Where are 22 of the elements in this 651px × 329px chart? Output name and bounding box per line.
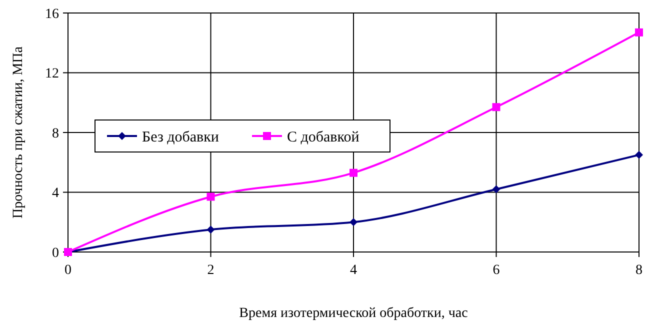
legend-label: С добавкой	[287, 129, 360, 146]
point	[492, 103, 500, 112]
legend-label: Без добавки	[142, 129, 219, 146]
point	[206, 226, 215, 234]
y-tick-label: 0	[52, 246, 59, 261]
x-tick-label: 4	[350, 263, 357, 278]
y-axis-title: Прочность при сжатии, МПа	[11, 46, 26, 218]
x-tick-label: 8	[636, 263, 642, 278]
y-tick-label: 4	[52, 186, 59, 202]
x-tick-label: 6	[492, 263, 500, 278]
x-tick-label: 0	[64, 263, 72, 278]
y-tick-label: 16	[45, 6, 59, 22]
x-tick-label: 2	[207, 263, 214, 278]
point	[350, 168, 358, 177]
y-tick-label: 8	[52, 126, 59, 142]
point	[350, 218, 358, 226]
point	[635, 28, 643, 36]
x-axis-title: Время изотермической обработки, час	[239, 306, 468, 321]
point	[492, 185, 500, 194]
point	[206, 192, 215, 201]
y-tick-label: 12	[45, 66, 59, 82]
point	[635, 150, 643, 159]
